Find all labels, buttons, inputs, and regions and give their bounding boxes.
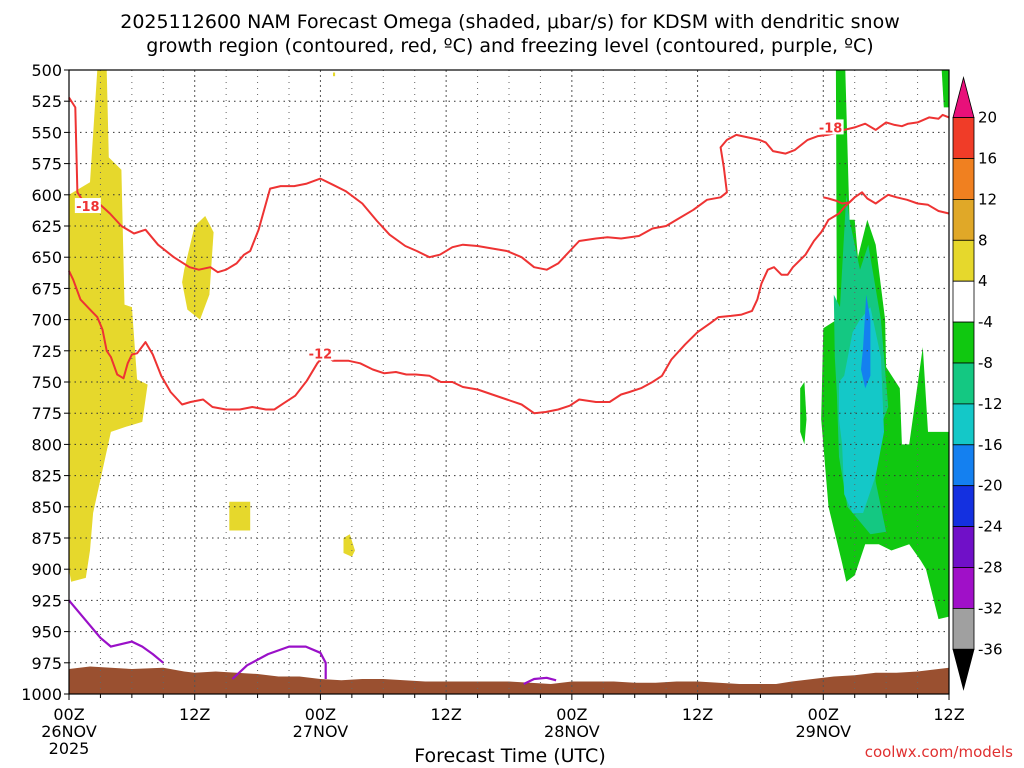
x-tick-label: 12Z: [682, 705, 713, 724]
colorbar-segment: [952, 444, 975, 487]
y-tick-label: 575: [31, 155, 62, 174]
terrain-layer: [69, 666, 949, 694]
y-tick-label: 550: [31, 123, 62, 142]
colorbar-segment: [952, 485, 975, 528]
omega-region: [229, 501, 251, 531]
colorbar-segment: [952, 198, 975, 241]
y-tick-label: 725: [31, 342, 62, 361]
freezing-level-contour: [231, 645, 327, 680]
colorbar-label: 12: [978, 190, 997, 208]
colorbar-label: 4: [978, 272, 988, 290]
x-axis-title: Forecast Time (UTC): [414, 745, 605, 767]
x-tick-label: 00Z: [556, 705, 587, 724]
freezing-level-contour: [68, 599, 165, 664]
x-tick-label: 27NOV: [293, 722, 349, 741]
x-tick-label: 29NOV: [795, 722, 851, 741]
x-tick-label: 00Z: [305, 705, 336, 724]
y-tick-label: 925: [31, 591, 62, 610]
omega-shading-layer: [69, 70, 949, 620]
y-tick-label: 775: [31, 404, 62, 423]
y-tick-label: 825: [31, 467, 62, 486]
omega-region: [182, 216, 214, 320]
dgz-contour-label: -18: [819, 121, 843, 136]
omega-region: [800, 382, 807, 445]
credit-link[interactable]: coolwx.com/models: [865, 743, 1013, 761]
y-tick-label: 850: [31, 498, 62, 517]
chart-title-line-2: growth region (contoured, red, ºC) and f…: [146, 35, 873, 57]
colorbar-label: -8: [978, 354, 993, 372]
omega-region: [861, 294, 871, 389]
dgz-label-bg: [817, 119, 844, 135]
y-tick-label: 950: [31, 623, 62, 642]
colorbar-label: 16: [978, 150, 997, 168]
colorbar-label: -32: [978, 599, 1003, 617]
y-tick-label: 675: [31, 279, 62, 298]
y-tick-label: 750: [31, 373, 62, 392]
y-tick-label: 975: [31, 654, 62, 673]
dgz-contour-label: -18: [76, 200, 100, 215]
colorbar-label: 20: [978, 109, 997, 127]
y-tick-label: 600: [31, 186, 62, 205]
dgz-contour-line: [68, 196, 856, 415]
chart-title-line-1: 2025112600 NAM Forecast Omega (shaded, μ…: [120, 11, 900, 33]
y-axis: 500 525 550 575 600 625 650 675 700 725 750 775 800 8…: [21, 61, 69, 704]
x-tick-label: 28NOV: [544, 722, 600, 741]
colorbar: 20 16 12 8 4 -4 -8 -12 -16 -20 -24 -28 -32 -36: [952, 76, 1003, 691]
y-tick-label: 900: [31, 560, 62, 579]
y-tick-label: 525: [31, 92, 62, 111]
x-tick-label: 00Z: [808, 705, 839, 724]
x-tick-label: 2025: [49, 739, 90, 758]
grid-layer: [69, 70, 949, 694]
colorbar-segment: [952, 567, 975, 609]
y-tick-label: 875: [31, 529, 62, 548]
colorbar-bottom-arrow: [952, 648, 975, 691]
y-tick-label: 650: [31, 248, 62, 267]
colorbar-label: -4: [978, 313, 993, 331]
omega-region: [839, 307, 884, 513]
colorbar-segment: [952, 526, 975, 568]
colorbar-segment: [952, 362, 975, 405]
colorbar-label: -20: [978, 477, 1003, 495]
x-tick-label: 12Z: [933, 705, 964, 724]
colorbar-label: -28: [978, 559, 1003, 577]
freezing-level-contour: [523, 676, 557, 685]
y-tick-label: 500: [31, 61, 62, 80]
y-tick-label: 700: [31, 311, 62, 330]
dgz-contour-label: -12: [309, 347, 333, 362]
y-tick-label: 625: [31, 217, 62, 236]
colorbar-label: -24: [978, 518, 1003, 536]
colorbar-segment: [952, 117, 975, 159]
x-tick-label: 00Z: [53, 705, 84, 724]
x-tick-label: 12Z: [430, 705, 461, 724]
colorbar-segment: [952, 608, 975, 650]
contour-layer: -18 -18 -12: [68, 96, 950, 685]
colorbar-segment: [952, 158, 975, 200]
plot-area: -18 -18 -12: [68, 69, 950, 695]
colorbar-segment: [952, 403, 975, 446]
colorbar-label: -16: [978, 436, 1003, 454]
colorbar-label: -36: [978, 640, 1003, 658]
terrain-fill: [69, 666, 949, 694]
y-tick-label: 800: [31, 435, 62, 454]
dgz-label-bg: [74, 198, 101, 214]
omega-region: [333, 72, 336, 77]
dgz-label-bg: [307, 345, 334, 361]
y-tick-label: 1000: [21, 685, 62, 704]
dgz-contour-line: [823, 191, 950, 215]
colorbar-label: 8: [978, 231, 988, 249]
colorbar-segment: [952, 280, 975, 323]
x-tick-label: 12Z: [179, 705, 210, 724]
omega-region: [343, 534, 355, 557]
omega-region: [941, 70, 949, 108]
x-tick-label: 26NOV: [41, 722, 97, 741]
colorbar-segment: [952, 321, 975, 364]
colorbar-label: -12: [978, 395, 1003, 413]
colorbar-segment: [952, 239, 975, 282]
omega-region: [69, 70, 148, 582]
colorbar-top-arrow: [952, 76, 975, 118]
